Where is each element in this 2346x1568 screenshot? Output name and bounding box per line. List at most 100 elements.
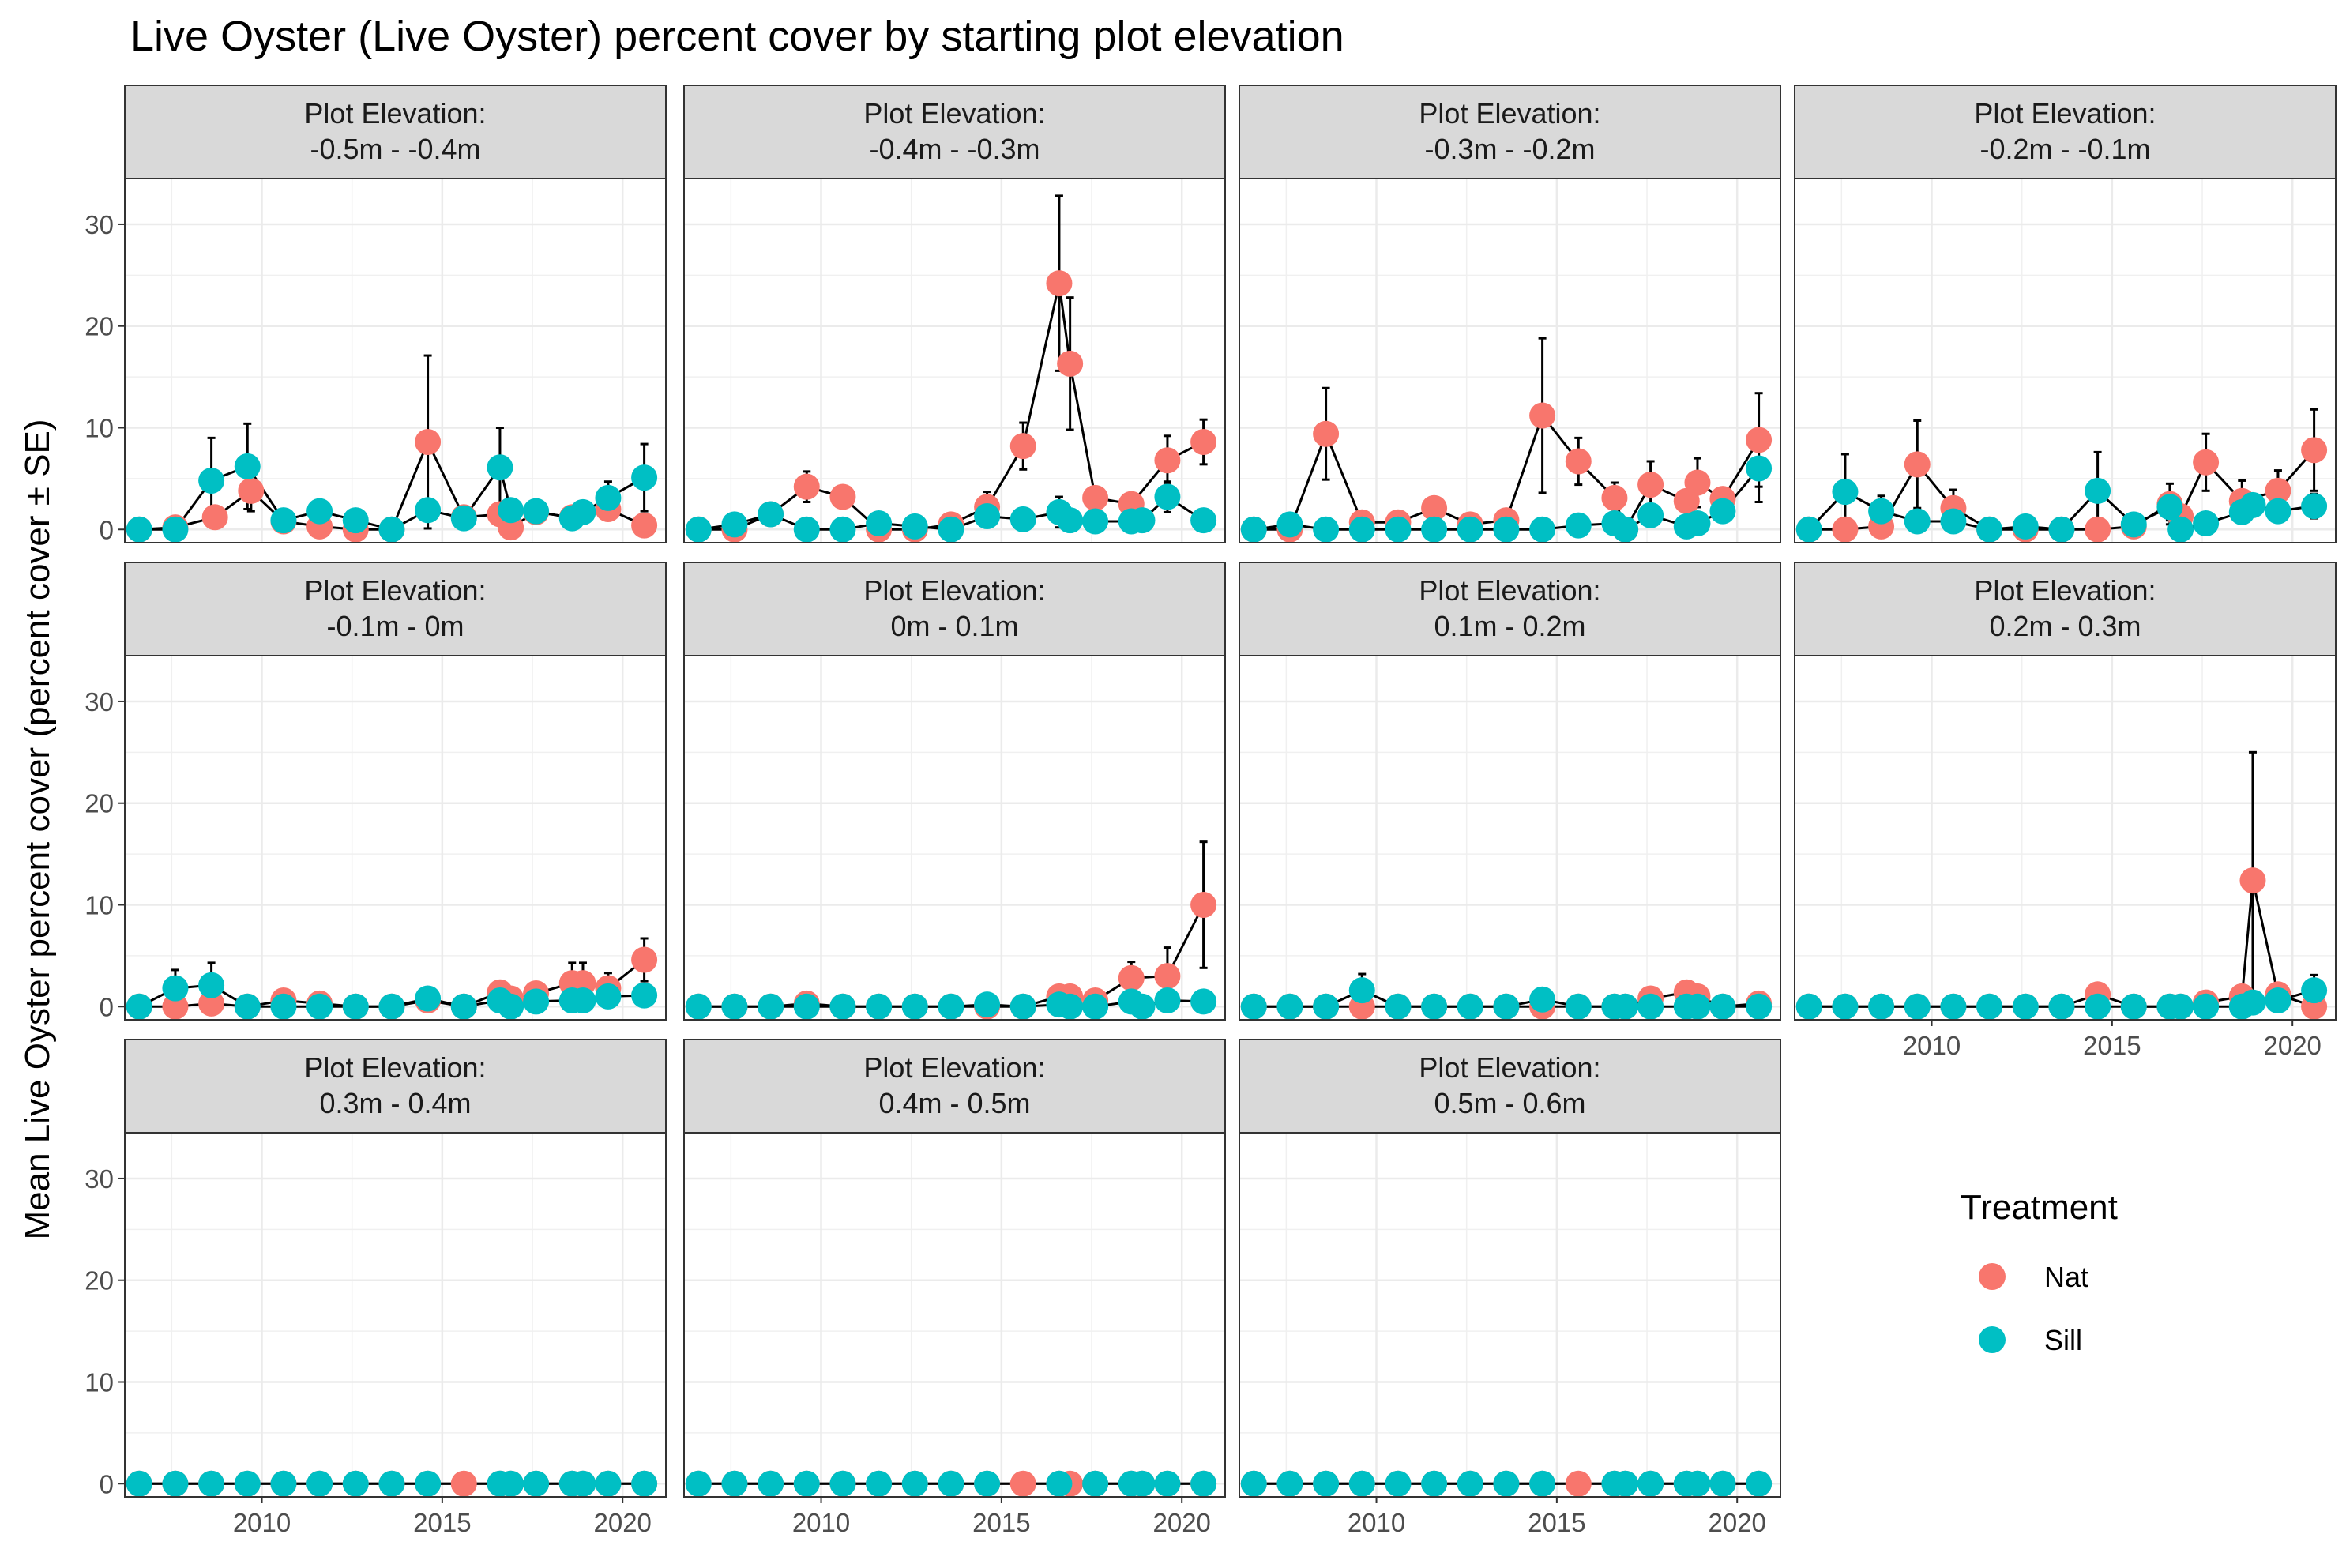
data-point-sill — [974, 1470, 1001, 1497]
data-point-sill — [1612, 993, 1639, 1020]
data-point-sill — [415, 497, 442, 524]
data-point-sill — [1493, 1470, 1520, 1497]
data-point-sill — [1154, 1470, 1181, 1497]
data-point-nat — [162, 993, 189, 1020]
data-point-sill — [866, 1470, 893, 1497]
legend-label-nat: Nat — [2044, 1261, 2088, 1293]
data-point-sill — [1684, 1470, 1711, 1497]
data-point-sill — [1082, 993, 1109, 1020]
panel-background — [1239, 656, 1780, 1020]
x-tick-label: 2020 — [1708, 1508, 1765, 1537]
data-point-sill — [595, 983, 622, 1010]
data-point-sill — [2012, 993, 2039, 1020]
data-point-sill — [901, 993, 928, 1020]
y-tick-label: 20 — [85, 312, 114, 341]
data-point-sill — [721, 993, 748, 1020]
y-tick-label: 0 — [100, 515, 114, 544]
data-point-nat — [2193, 449, 2220, 476]
panel-background — [684, 179, 1225, 543]
data-point-sill — [1421, 1470, 1448, 1497]
data-point-sill — [1493, 993, 1520, 1020]
data-point-nat — [201, 504, 228, 531]
data-point-sill — [793, 516, 820, 543]
panel-border — [1794, 655, 2337, 1021]
strip-label-range: 0.1m - 0.2m — [1434, 610, 1585, 642]
data-point-sill — [631, 982, 658, 1009]
data-point-sill — [2193, 993, 2220, 1020]
panel-border — [1239, 178, 1781, 543]
data-point-sill — [1276, 511, 1303, 538]
data-point-sill — [270, 993, 297, 1020]
data-point-sill — [685, 1470, 712, 1497]
data-point-sill — [162, 1470, 189, 1497]
data-point-nat — [238, 477, 265, 504]
data-point-sill — [1746, 1470, 1773, 1497]
data-point-nat — [631, 512, 658, 539]
data-point-sill — [866, 510, 893, 537]
data-point-sill — [2120, 511, 2147, 538]
x-tick-label: 2020 — [593, 1508, 651, 1537]
data-point-sill — [829, 516, 856, 543]
data-point-sill — [1457, 516, 1483, 543]
panel-background — [125, 656, 666, 1020]
data-point-nat — [1154, 963, 1181, 990]
data-point-sill — [631, 464, 658, 491]
data-point-sill — [758, 501, 784, 528]
strip-label-range: 0.5m - 0.6m — [1434, 1087, 1585, 1119]
y-axis-label: Mean Live Oyster percent cover (percent … — [18, 419, 57, 1239]
data-point-sill — [829, 993, 856, 1020]
data-point-sill — [1082, 508, 1109, 535]
data-point-sill — [2048, 516, 2075, 543]
data-point-sill — [1190, 507, 1217, 534]
data-point-sill — [126, 1470, 152, 1497]
x-tick-label: 2015 — [972, 1508, 1030, 1537]
data-point-sill — [1868, 498, 1895, 525]
data-point-sill — [2239, 491, 2266, 518]
data-point-sill — [758, 993, 784, 1020]
data-point-nat — [1009, 433, 1036, 460]
data-point-sill — [1421, 993, 1448, 1020]
data-point-sill — [1457, 993, 1483, 1020]
data-point-sill — [2085, 993, 2111, 1020]
strip-label-range: -0.4m - -0.3m — [869, 133, 1040, 165]
data-point-sill — [1154, 483, 1181, 510]
data-point-sill — [938, 1470, 964, 1497]
data-point-sill — [523, 988, 550, 1015]
data-point-sill — [1904, 993, 1931, 1020]
x-tick-label: 2020 — [2263, 1031, 2321, 1060]
data-point-sill — [378, 516, 405, 543]
panel-background — [684, 1133, 1225, 1497]
data-point-sill — [1385, 516, 1412, 543]
data-point-sill — [1348, 977, 1375, 1004]
facet-strip — [1239, 85, 1781, 179]
facet-strip — [1239, 562, 1781, 656]
data-point-sill — [2156, 494, 2183, 521]
data-point-sill — [1529, 1470, 1556, 1497]
data-point-sill — [1684, 993, 1711, 1020]
data-point-sill — [1795, 516, 1822, 543]
data-point-sill — [1940, 508, 1967, 535]
data-point-nat — [2265, 477, 2291, 504]
x-tick-label: 2010 — [1348, 1508, 1405, 1537]
data-point-sill — [1832, 993, 1859, 1020]
data-point-nat — [1565, 1470, 1592, 1497]
data-point-nat — [1529, 402, 1556, 429]
data-point-sill — [2265, 498, 2291, 525]
data-point-sill — [1565, 512, 1592, 539]
data-point-sill — [1976, 516, 2003, 543]
panel-border — [124, 1132, 667, 1498]
strip-label-range: 0.3m - 0.4m — [319, 1087, 471, 1119]
data-point-sill — [570, 498, 596, 525]
data-point-sill — [1276, 1470, 1303, 1497]
data-point-nat — [450, 1470, 477, 1497]
data-point-sill — [1868, 993, 1895, 1020]
panel-border — [1794, 178, 2337, 543]
panel-border — [683, 178, 1226, 543]
data-point-sill — [306, 498, 333, 525]
strip-label-prefix: Plot Elevation: — [304, 1051, 486, 1084]
data-point-nat — [1746, 427, 1773, 453]
data-point-sill — [1637, 993, 1664, 1020]
data-point-sill — [1313, 993, 1340, 1020]
data-point-sill — [1746, 455, 1773, 482]
